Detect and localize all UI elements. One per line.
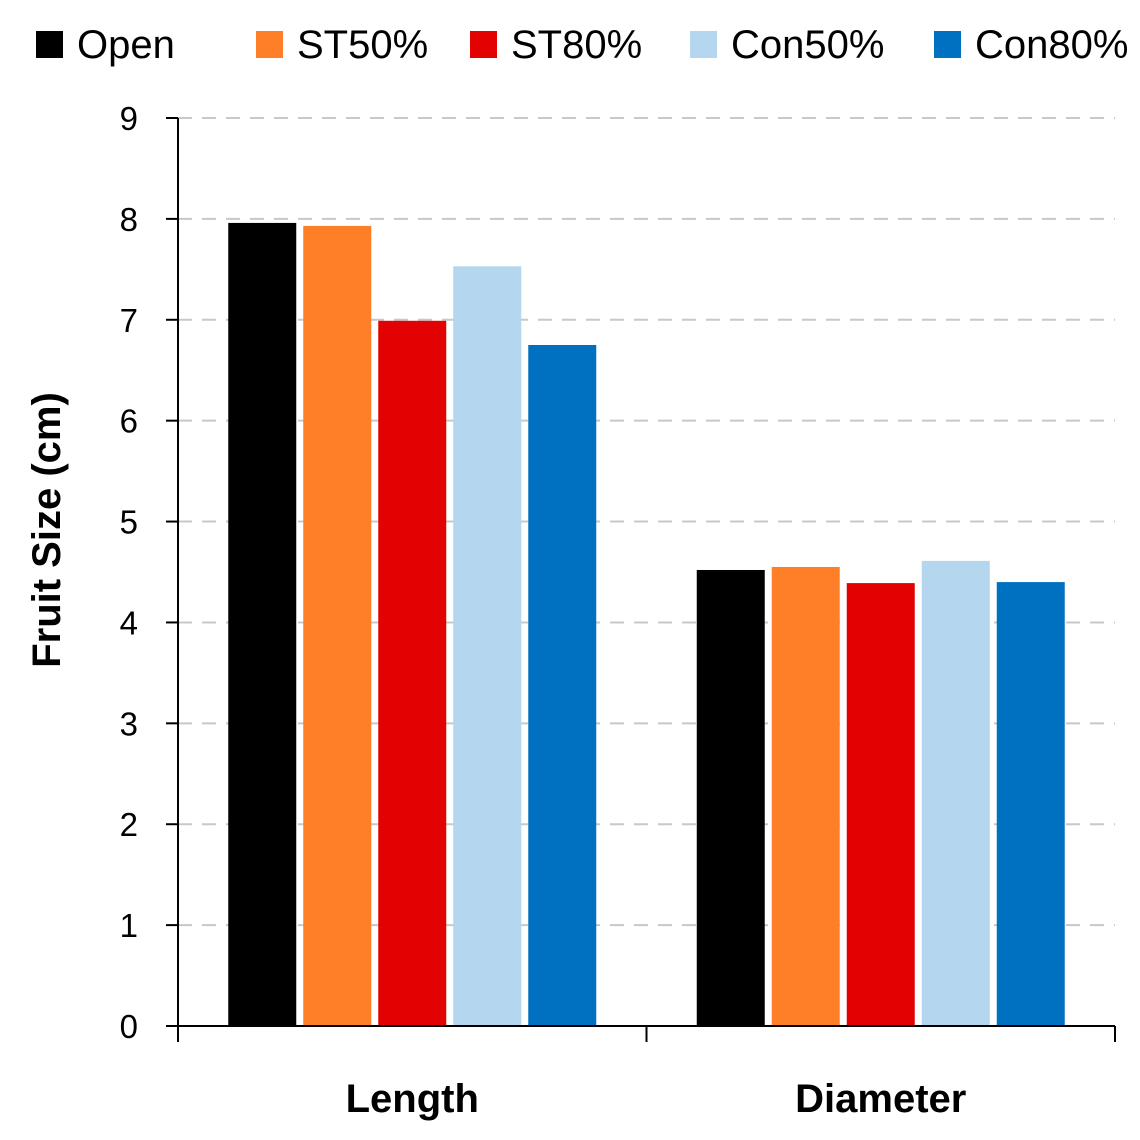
legend-label: Con50% [731, 23, 884, 67]
bar-length-st80pct [378, 320, 447, 1027]
legend-label: Con80% [975, 23, 1128, 67]
y-axis-label: Fruit Size (cm) [25, 392, 69, 668]
bar-length-con80pct [528, 345, 597, 1026]
bar-diameter-st50pct [771, 566, 840, 1026]
axes: 0 1 2 3 4 5 6 7 8 9 Length Diameter [120, 100, 1116, 1121]
bar-diameter-con50pct [921, 560, 990, 1026]
y-tick-label: 9 [120, 100, 138, 137]
x-category-label: Length [346, 1077, 479, 1121]
bar-diameter-open [696, 569, 765, 1026]
legend-label: ST50% [297, 23, 428, 67]
legend-label: ST80% [511, 23, 642, 67]
y-tick-label: 0 [120, 1008, 138, 1045]
bar-length-st50pct [303, 225, 372, 1026]
y-tick-label: 2 [120, 806, 138, 843]
y-tick-label: 3 [120, 705, 138, 742]
x-category-label: Diameter [795, 1077, 966, 1121]
y-tick-label: 6 [120, 403, 138, 440]
y-tick-label: 1 [120, 907, 138, 944]
legend-swatch [36, 31, 63, 58]
bars [228, 222, 1065, 1027]
legend-swatch [934, 31, 961, 58]
legend-swatch [470, 31, 497, 58]
bar-diameter-st80pct [846, 583, 915, 1026]
legend: Open ST50% ST80% Con50% Con80% [36, 23, 1128, 67]
legend-swatch [256, 31, 283, 58]
legend-swatch [690, 31, 717, 58]
y-tick-label: 7 [120, 302, 138, 339]
bar-length-open [228, 222, 297, 1026]
legend-label: Open [77, 23, 175, 67]
y-tick-label: 5 [120, 504, 138, 541]
y-tick-label: 4 [120, 604, 138, 641]
bar-length-con50pct [453, 266, 522, 1027]
y-tick-label: 8 [120, 201, 138, 238]
bar-diameter-con80pct [996, 582, 1065, 1026]
